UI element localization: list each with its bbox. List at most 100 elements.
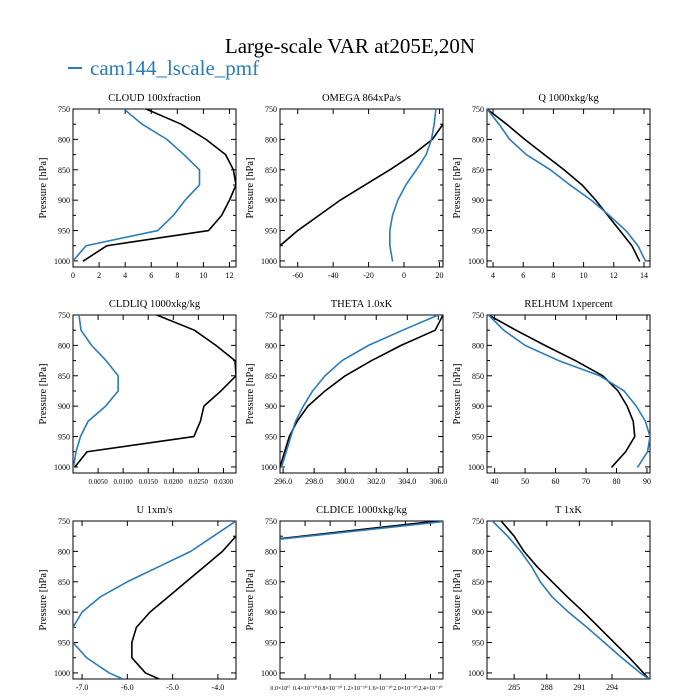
y-tick-label: 1000 — [261, 257, 277, 266]
panel-9: T 1xK Pressure [hPa] 750 800 850 900 950 1000 28… — [452, 505, 651, 692]
panel-title: THETA 1.0xK — [331, 299, 393, 310]
panel-title: CLDLIQ 1000xkg/kg — [109, 299, 201, 310]
y-tick-label: 750 — [58, 105, 70, 114]
y-tick-label: 950 — [472, 433, 484, 442]
y-tick-label: 850 — [58, 372, 70, 381]
plot-frame — [279, 108, 444, 268]
series-group — [280, 315, 443, 468]
x-tick-label: 70 — [582, 477, 590, 486]
x-tick-label: 0.0150 — [139, 478, 159, 486]
y-tick-label: 750 — [472, 517, 484, 526]
panel-title: CLOUD 100xfraction — [108, 93, 201, 104]
y-tick-label: 950 — [472, 227, 484, 236]
y-tick-label: 950 — [265, 639, 277, 648]
panel-title: OMEGA 864xPa/s — [322, 93, 401, 104]
plot-frame — [486, 108, 651, 268]
x-tick-label: 0.0×10⁰ — [270, 685, 290, 692]
y-tick-label: 950 — [58, 433, 70, 442]
panel-8: CLDICE 1000xkg/kg Pressure [hPa] 750 800 850… — [245, 505, 444, 692]
model-line — [487, 109, 647, 262]
y-tick-label: 800 — [265, 547, 277, 556]
y-tick-label: 1000 — [468, 257, 484, 266]
y-tick-label: 1000 — [261, 463, 277, 472]
y-tick-label: 900 — [58, 608, 70, 617]
y-tick-label: 1000 — [468, 669, 484, 678]
y-tick-label: 850 — [58, 166, 70, 175]
panel-title: Q 1000xkg/kg — [538, 93, 599, 104]
x-tick-label: 14 — [640, 271, 648, 280]
y-axis-label: Pressure [hPa] — [245, 158, 256, 219]
x-tick-label: -7.0 — [76, 683, 89, 692]
legend: cam144_lscale_pmf — [68, 56, 259, 80]
y-axis-label: Pressure [hPa] — [452, 570, 463, 631]
x-tick-label: 4 — [491, 271, 495, 280]
y-tick-label: 850 — [472, 578, 484, 587]
legend-line-swatch — [68, 67, 82, 70]
x-tick-label: 0.0300 — [214, 478, 234, 486]
x-tick-label: 0 — [71, 271, 75, 280]
x-tick-label: 4 — [123, 271, 127, 280]
model-line — [491, 521, 650, 679]
y-tick-label: 900 — [472, 608, 484, 617]
model-line — [389, 109, 437, 262]
x-tick-label: 40 — [491, 477, 499, 486]
panel-5: THETA 1.0xK Pressure [hPa] 750 800 850 900 950… — [245, 299, 447, 486]
x-tick-label: 2 — [97, 271, 101, 280]
panel-6: RELHUM 1xpercent Pressure [hPa] 750 800 850 9… — [452, 299, 651, 486]
reference-line — [131, 535, 236, 679]
reference-line — [280, 123, 443, 247]
x-tick-label: 10 — [199, 271, 207, 280]
y-tick-label: 800 — [472, 135, 484, 144]
y-tick-label: 850 — [58, 578, 70, 587]
y-tick-label: 950 — [265, 433, 277, 442]
x-tick-label: 304.0 — [398, 477, 416, 486]
y-tick-label: 1000 — [261, 669, 277, 678]
series-group — [73, 109, 236, 262]
panel-4: CLDLIQ 1000xkg/kg Pressure [hPa] 750 800 850… — [38, 299, 237, 486]
series-group — [491, 521, 650, 679]
y-axis-label: Pressure [hPa] — [245, 364, 256, 425]
x-tick-label: 0.0200 — [164, 478, 184, 486]
x-tick-label: 12 — [225, 271, 233, 280]
y-tick-label: 850 — [265, 166, 277, 175]
plot-frame — [279, 314, 444, 474]
panel-7: U 1xm/s Pressure [hPa] 750 800 850 900 950 1000… — [38, 505, 237, 692]
y-axis-label: Pressure [hPa] — [38, 570, 49, 631]
x-tick-label: 300.0 — [336, 477, 354, 486]
model-line — [280, 521, 443, 541]
plot-frame — [72, 314, 237, 474]
series-group — [73, 521, 236, 679]
legend-label: cam144_lscale_pmf — [90, 56, 260, 80]
x-tick-label: -20 — [363, 271, 374, 280]
series-group — [487, 315, 650, 468]
y-tick-label: 800 — [58, 341, 70, 350]
x-tick-label: -40 — [328, 271, 339, 280]
panel-1: CLOUD 100xfraction Pressure [hPa] 750 800 85… — [38, 93, 237, 280]
series-group — [73, 315, 236, 468]
x-tick-label: 20 — [435, 271, 443, 280]
y-tick-label: 800 — [58, 547, 70, 556]
x-tick-label: 0.8×10⁻¹⁰ — [318, 685, 343, 692]
reference-line — [280, 315, 443, 468]
x-tick-label: 1.2×10⁻¹⁰ — [343, 685, 368, 692]
y-tick-label: 950 — [265, 227, 277, 236]
reference-line — [487, 315, 636, 468]
model-line — [73, 109, 201, 262]
y-axis-label: Pressure [hPa] — [38, 158, 49, 219]
x-tick-label: 2.4×10⁻¹⁰ — [418, 685, 443, 692]
y-tick-label: 850 — [265, 578, 277, 587]
x-tick-label: 306.0 — [429, 477, 447, 486]
reference-line — [487, 109, 641, 262]
plot-frame — [486, 520, 651, 680]
panel-title: CLDICE 1000xkg/kg — [316, 505, 407, 516]
x-tick-label: 0.0050 — [88, 478, 108, 486]
plot-frame — [279, 520, 444, 680]
model-line — [73, 315, 119, 468]
y-tick-label: 1000 — [54, 257, 70, 266]
x-tick-label: 0.4×10⁻¹⁰ — [293, 685, 318, 692]
reference-line — [500, 521, 650, 679]
model-line — [487, 315, 650, 468]
y-tick-label: 750 — [472, 105, 484, 114]
x-tick-label: 8 — [551, 271, 555, 280]
panel-title: T 1xK — [555, 505, 582, 516]
